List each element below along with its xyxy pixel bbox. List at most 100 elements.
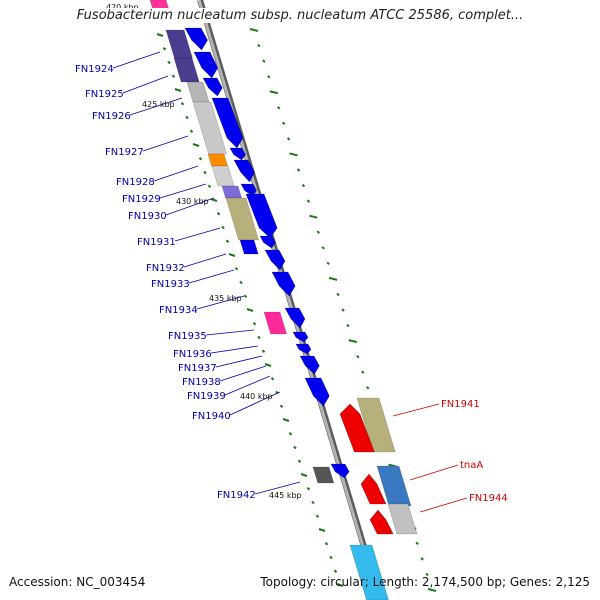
gene-label-forward: FN1938 [182,377,221,388]
inner-tick [329,555,333,560]
gene-label-forward: FN1935 [168,331,207,342]
cog-block-darkgrey [312,466,335,484]
leader-line [142,135,189,152]
inner-tick [174,88,182,92]
inner-tick [252,322,257,326]
forward-gene-arrow [259,235,276,249]
forward-gene-arrow [240,183,257,197]
gene-label-forward: FN1931 [137,237,176,248]
inner-tick [336,583,344,587]
cog-block-pink [263,311,288,335]
gene-label-forward: FN1937 [178,363,217,374]
gene-label-forward: FN1926 [92,111,131,122]
gene-label-forward: FN1929 [122,194,161,205]
leader-line [254,481,301,495]
genome-backbone [197,0,383,600]
outer-tick [326,261,330,266]
inner-tick [228,253,236,257]
leader-line [205,329,255,336]
leader-line [409,464,459,481]
forward-gene-arrow [233,159,255,183]
leader-line [159,183,207,199]
inner-tick [318,528,326,532]
outer-tick [301,183,306,188]
cog-block-grey [186,81,210,103]
gene-label-reverse: tnaA [460,460,483,471]
inner-tick [210,198,218,202]
scale-label: 445 kbp [269,491,302,500]
cog-block-grey [387,503,418,535]
cog-block-lavender [221,185,243,199]
scale-label: 420 kbp [106,3,139,12]
map-title: Fusobacterium nucleatum subsp. nucleatum… [0,8,600,23]
forward-gene-arrow [295,343,312,355]
inner-tick [216,212,221,216]
forward-gene-arrow [284,307,306,329]
outer-tick [348,339,358,344]
inner-tick [324,542,329,546]
leader-line [210,345,259,354]
outer-tick [286,137,291,141]
inner-tick [279,404,284,408]
genome-summary: Topology: circular; Length: 2,174,500 bp… [260,575,590,589]
outer-tick [289,152,298,157]
outer-tick [346,323,350,328]
outer-tick [356,354,360,359]
scale-labels: 420 kbp 425 kbp 430 kbp 435 kbp 440 kbp 445 k… [106,3,302,500]
inner-tick [288,432,293,436]
inner-tick [189,129,194,133]
gene-label-forward: FN1924 [75,64,114,75]
inner-tick [167,60,171,65]
outer-tick [415,541,419,546]
leader-line [229,391,281,416]
inner-tick [203,170,207,175]
forward-gene-arrow [304,377,330,407]
forward-gene-arrow [211,97,244,149]
forward-gene-arrow [299,355,320,375]
outer-tick [296,168,301,172]
gene-label-forward: FN1927 [105,147,144,158]
inner-tick-marks [156,33,344,587]
gene-label-forward: FN1932 [146,263,185,274]
inner-tick [156,33,164,37]
outer-tick [262,59,266,63]
forward-gene-arrow [330,463,350,479]
forward-gene-arrow [245,193,278,239]
leader-line [392,403,440,417]
leader-line [219,365,267,382]
leader-line [112,51,161,69]
gene-label-forward: FN1942 [217,490,256,501]
inner-tick [185,115,189,120]
inner-tick [243,294,248,298]
gene-labels: FN1924 FN1925 FN1926 FN1927 FN1928 FN1929 FN19… [75,64,508,504]
inner-tick [198,157,203,161]
forward-gene-arrow [271,271,296,297]
inner-tick [282,418,290,422]
forward-gene-arrow [184,27,208,51]
backbone-line [197,0,381,600]
scale-label: 435 kbp [209,294,242,303]
accession-label: Accession: NC_003454 [9,575,146,589]
inner-tick [246,308,254,312]
inner-tick [315,514,320,518]
gene-label-forward: FN1933 [151,279,190,290]
gene-label-forward: FN1939 [187,391,226,402]
leader-line [174,227,221,242]
cog-block-purple [173,57,200,83]
gene-label-reverse: FN1944 [469,493,508,504]
cog-block-blue [239,239,259,255]
cog-block-orange [207,153,229,167]
inner-tick [261,349,266,353]
cog-block-purple [165,29,193,59]
inner-tick [234,267,239,271]
cog-block-khaki [356,397,396,453]
scale-label: 430 kbp [176,197,209,206]
outer-tick [361,370,365,374]
gene-label-reverse: FN1941 [441,399,480,410]
inner-tick [171,74,176,78]
outer-tick [420,557,424,561]
forward-gene-arrow [202,77,223,97]
forward-gene-arrow [193,51,219,79]
inner-tick [300,473,308,477]
leader-line [165,197,215,216]
